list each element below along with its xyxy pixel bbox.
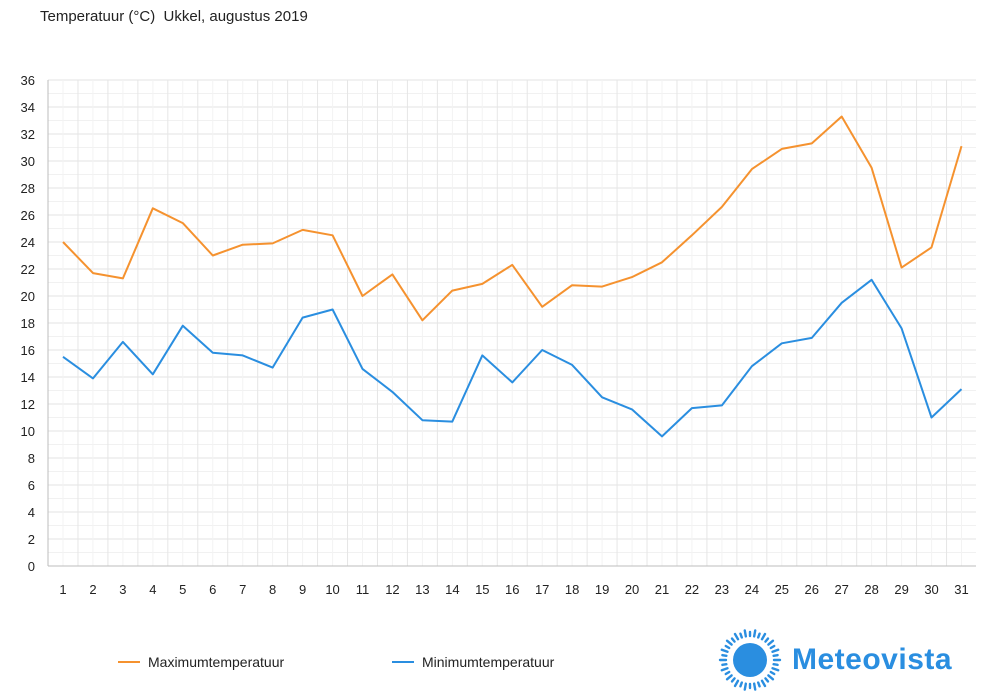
x-tick-label: 18 <box>565 582 579 597</box>
legend-swatch-max <box>118 661 140 663</box>
y-tick-label: 28 <box>21 181 35 196</box>
axes <box>47 80 976 567</box>
x-tick-label: 8 <box>269 582 276 597</box>
y-tick-label: 4 <box>28 505 35 520</box>
y-tick-label: 26 <box>21 208 35 223</box>
x-tick-label: 12 <box>385 582 399 597</box>
x-tick-label: 29 <box>894 582 908 597</box>
x-tick-label: 7 <box>239 582 246 597</box>
legend-label-max: Maximumtemperatuur <box>148 654 285 670</box>
x-tick-label: 22 <box>685 582 699 597</box>
series-lines <box>62 115 963 438</box>
y-tick-label: 36 <box>21 73 35 88</box>
x-tick-label: 2 <box>89 582 96 597</box>
x-tick-label: 11 <box>356 582 370 597</box>
y-tick-label: 32 <box>21 127 35 142</box>
x-tick-label: 1 <box>59 582 66 597</box>
x-tick-label: 20 <box>625 582 639 597</box>
legend-label-min: Minimumtemperatuur <box>422 654 555 670</box>
y-tick-label: 18 <box>21 316 35 331</box>
legend-item-min: Minimumtemperatuur <box>392 654 554 670</box>
x-tick-label: 30 <box>924 582 938 597</box>
x-tick-label: 26 <box>805 582 819 597</box>
y-tick-label: 10 <box>21 424 35 439</box>
sun-icon <box>718 629 782 691</box>
x-tick-label: 17 <box>535 582 549 597</box>
x-tick-label: 9 <box>299 582 306 597</box>
x-tick-labels: 1 2 3 4 5 6 7 8 9 10 11 12 13 14 15 16 17 18 19 20 21 22 23 24 2… <box>59 582 968 597</box>
x-tick-label: 31 <box>954 582 968 597</box>
legend-swatch-min <box>392 661 414 663</box>
y-tick-label: 6 <box>28 478 35 493</box>
x-tick-label: 21 <box>655 582 669 597</box>
x-tick-label: 13 <box>415 582 429 597</box>
x-tick-label: 23 <box>715 582 729 597</box>
y-tick-label: 22 <box>21 262 35 277</box>
y-tick-label: 20 <box>21 289 35 304</box>
chart-title: Temperatuur (°C) Ukkel, augustus 2019 <box>40 8 308 25</box>
x-tick-label: 25 <box>775 582 789 597</box>
x-tick-label: 4 <box>149 582 156 597</box>
y-tick-label: 2 <box>28 532 35 547</box>
x-tick-label: 5 <box>179 582 186 597</box>
y-tick-label: 16 <box>21 343 35 358</box>
x-tick-label: 3 <box>119 582 126 597</box>
x-tick-label: 10 <box>325 582 339 597</box>
x-tick-label: 14 <box>445 582 459 597</box>
brand-logo: Meteovista <box>718 628 952 692</box>
x-tick-label: 27 <box>834 582 848 597</box>
x-tick-label: 28 <box>864 582 878 597</box>
brand-name: Meteovista <box>792 643 953 676</box>
series-line-max <box>62 115 963 322</box>
y-tick-label: 30 <box>21 154 35 169</box>
y-tick-label: 0 <box>28 559 35 574</box>
legend-item-max: Maximumtemperatuur <box>118 654 284 670</box>
y-tick-label: 12 <box>21 397 35 412</box>
y-tick-label: 34 <box>21 100 35 115</box>
x-tick-label: 19 <box>595 582 609 597</box>
y-tick-label: 8 <box>28 451 35 466</box>
grid-lines <box>47 79 976 567</box>
x-tick-label: 16 <box>505 582 519 597</box>
x-tick-label: 6 <box>209 582 216 597</box>
x-tick-label: 15 <box>475 582 489 597</box>
y-tick-label: 24 <box>21 235 35 250</box>
series-line-min <box>62 278 963 438</box>
y-tick-label: 14 <box>21 370 35 385</box>
x-tick-label: 24 <box>745 582 759 597</box>
